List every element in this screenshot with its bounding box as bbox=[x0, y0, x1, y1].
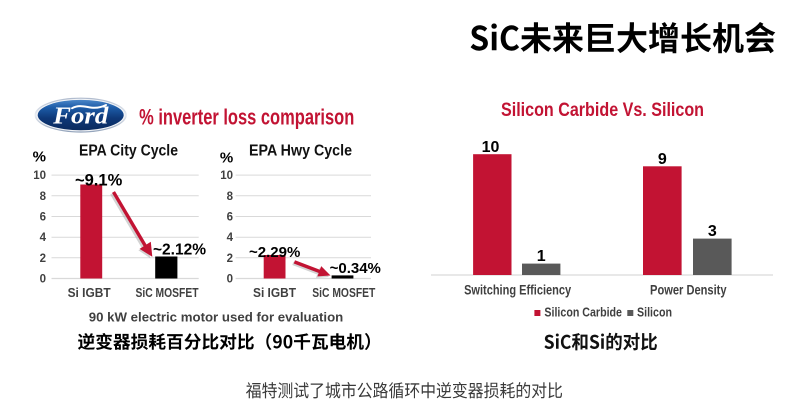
svg-text:8: 8 bbox=[227, 191, 234, 203]
svg-text:6: 6 bbox=[40, 212, 46, 224]
svg-text:6: 6 bbox=[227, 212, 233, 224]
svg-text:2: 2 bbox=[227, 253, 233, 265]
svg-text:Silicon Carbide Vs. Silicon: Silicon Carbide Vs. Silicon bbox=[501, 99, 704, 121]
svg-text:4: 4 bbox=[227, 232, 234, 244]
svg-text:Power Density: Power Density bbox=[650, 281, 727, 297]
svg-text:0: 0 bbox=[40, 274, 46, 286]
svg-text:~0.34%: ~0.34% bbox=[330, 260, 381, 277]
svg-text:%: % bbox=[33, 148, 46, 165]
svg-text:Switching Efficiency: Switching Efficiency bbox=[464, 281, 571, 297]
svg-text:3: 3 bbox=[708, 223, 717, 240]
svg-text:EPA Hwy Cycle: EPA Hwy Cycle bbox=[249, 142, 352, 159]
svg-text:Silicon: Silicon bbox=[637, 306, 672, 320]
svg-text:EPA City Cycle: EPA City Cycle bbox=[79, 142, 178, 159]
svg-text:9: 9 bbox=[658, 151, 667, 168]
svg-text:% inverter loss comparison: % inverter loss comparison bbox=[139, 104, 354, 129]
svg-text:90 kW electric motor used for: 90 kW electric motor used for evaluation bbox=[89, 310, 344, 325]
svg-text:1: 1 bbox=[537, 248, 546, 265]
svg-text:Si IGBT: Si IGBT bbox=[253, 285, 296, 300]
svg-text:10: 10 bbox=[482, 139, 500, 156]
svg-text:%: % bbox=[220, 150, 233, 167]
svg-text:~2.29%: ~2.29% bbox=[249, 244, 300, 261]
svg-text:8: 8 bbox=[40, 191, 47, 203]
svg-text:Silicon Carbide: Silicon Carbide bbox=[544, 306, 622, 320]
svg-text:2: 2 bbox=[40, 253, 46, 265]
svg-text:10: 10 bbox=[33, 170, 46, 182]
svg-text:SiC MOSFET: SiC MOSFET bbox=[136, 285, 199, 300]
svg-text:SiC MOSFET: SiC MOSFET bbox=[312, 285, 375, 300]
svg-text:4: 4 bbox=[40, 232, 47, 244]
svg-text:10: 10 bbox=[220, 170, 233, 182]
svg-text:~2.12%: ~2.12% bbox=[153, 242, 206, 259]
svg-text:~9.1%: ~9.1% bbox=[75, 172, 123, 190]
svg-text:0: 0 bbox=[227, 274, 233, 286]
svg-text:Si IGBT: Si IGBT bbox=[68, 285, 111, 300]
